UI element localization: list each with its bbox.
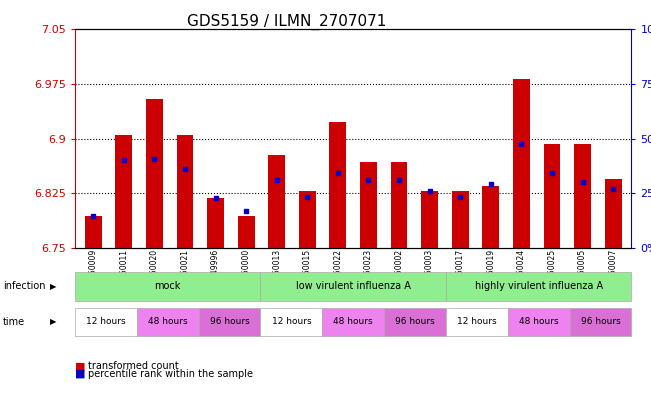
Text: highly virulent influenza A: highly virulent influenza A bbox=[475, 281, 603, 292]
Text: 48 hours: 48 hours bbox=[519, 318, 559, 326]
Text: ■: ■ bbox=[75, 361, 85, 371]
Text: 48 hours: 48 hours bbox=[148, 318, 187, 326]
Text: transformed count: transformed count bbox=[88, 361, 178, 371]
Bar bbox=[299, 191, 316, 248]
Bar bbox=[605, 178, 622, 248]
Text: 96 hours: 96 hours bbox=[581, 318, 620, 326]
Bar bbox=[238, 216, 255, 248]
Bar bbox=[329, 122, 346, 248]
Text: ▶: ▶ bbox=[50, 282, 57, 291]
Bar bbox=[360, 162, 377, 248]
Text: 96 hours: 96 hours bbox=[210, 318, 249, 326]
Text: 48 hours: 48 hours bbox=[333, 318, 373, 326]
Text: GDS5159 / ILMN_2707071: GDS5159 / ILMN_2707071 bbox=[187, 14, 386, 30]
Bar bbox=[452, 191, 469, 248]
Bar bbox=[421, 191, 438, 248]
Bar bbox=[544, 143, 561, 248]
Bar bbox=[574, 143, 591, 248]
Text: 12 hours: 12 hours bbox=[86, 318, 126, 326]
Text: percentile rank within the sample: percentile rank within the sample bbox=[88, 369, 253, 379]
Bar bbox=[115, 135, 132, 248]
Text: 12 hours: 12 hours bbox=[271, 318, 311, 326]
Text: 96 hours: 96 hours bbox=[395, 318, 435, 326]
Bar bbox=[482, 186, 499, 248]
Text: ▶: ▶ bbox=[50, 318, 57, 326]
Bar bbox=[513, 79, 530, 248]
Text: ■: ■ bbox=[75, 369, 85, 379]
Text: mock: mock bbox=[154, 281, 181, 292]
Text: 12 hours: 12 hours bbox=[457, 318, 497, 326]
Text: infection: infection bbox=[3, 281, 46, 292]
Bar bbox=[146, 99, 163, 248]
Bar bbox=[176, 135, 193, 248]
Text: time: time bbox=[3, 317, 25, 327]
Bar bbox=[268, 154, 285, 248]
Text: low virulent influenza A: low virulent influenza A bbox=[296, 281, 411, 292]
Bar bbox=[391, 162, 408, 248]
Bar bbox=[85, 216, 102, 248]
Bar bbox=[207, 198, 224, 248]
